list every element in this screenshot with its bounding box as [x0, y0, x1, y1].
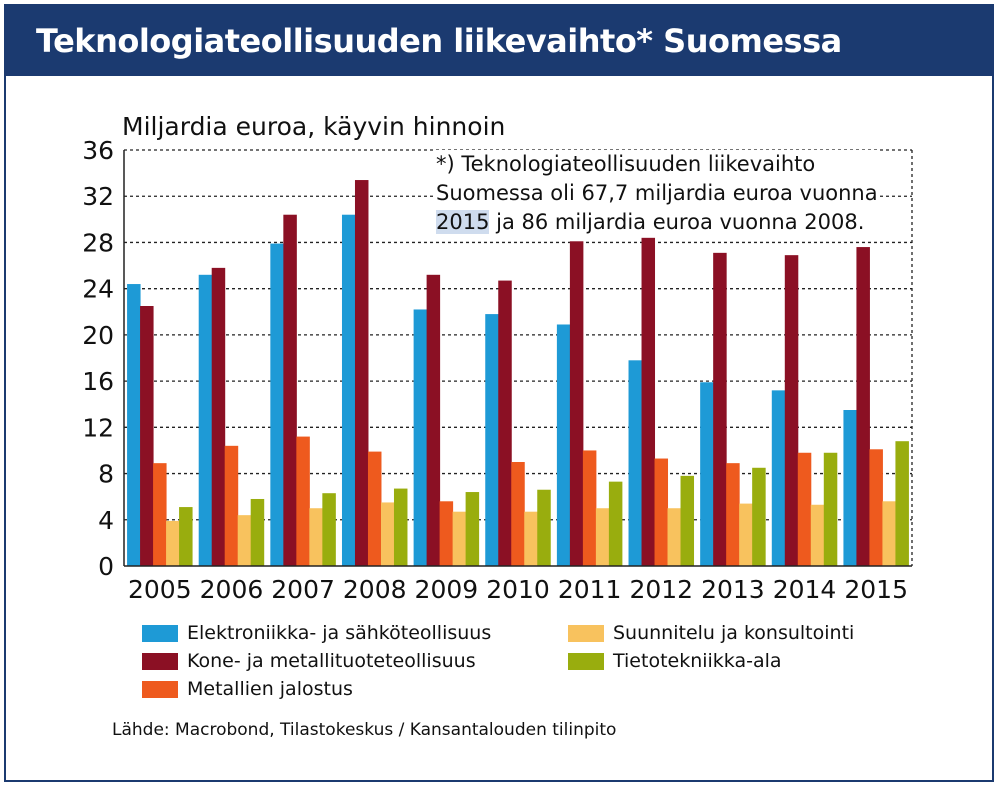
bar-2010-1: [485, 314, 499, 566]
bar-2007-3: [296, 436, 310, 566]
bar-2008-2: [354, 180, 369, 567]
footnote-box: *) Teknologiateollisuuden liikevaihto Su…: [436, 150, 878, 237]
bar-2013-1: [700, 382, 714, 566]
x-tick-label: 2011: [558, 575, 622, 604]
header-bar: Teknologiateollisuuden liikevaihto* Suom…: [6, 6, 992, 76]
bar-2006-4: [237, 515, 252, 566]
y-axis-label: Miljardia euroa, käyvin hinnoin: [122, 112, 506, 141]
x-tick-label: 2010: [486, 575, 550, 604]
bar-2005-4: [166, 520, 180, 566]
bar-2013-2: [713, 252, 727, 566]
bar-2011-5: [608, 481, 623, 566]
chart-frame: Teknologiateollisuuden liikevaihto* Suom…: [4, 4, 994, 782]
chart-title: Teknologiateollisuuden liikevaihto* Suom…: [36, 22, 842, 60]
x-tick-label: 2012: [629, 575, 693, 604]
bar-2005-5: [179, 507, 193, 566]
bar-2012-3: [654, 458, 669, 566]
x-tick-label: 2014: [773, 575, 837, 604]
bar-2006-3: [224, 445, 239, 566]
bar-2007-1: [270, 243, 284, 566]
y-tick-label: 12: [82, 413, 114, 442]
y-tick-label: 28: [82, 228, 114, 257]
bar-2013-5: [752, 467, 766, 566]
bar-2013-3: [726, 463, 740, 566]
footnote-line-1: *) Teknologiateollisuuden liikevaihto: [436, 152, 816, 176]
y-tick-label: 32: [82, 182, 114, 211]
bar-2010-3: [511, 462, 525, 566]
bar-2011-3: [582, 450, 597, 566]
y-tick-label: 0: [98, 552, 114, 581]
x-tick-label: 2008: [343, 575, 407, 604]
bar-2014-4: [810, 504, 825, 566]
bar-2008-1: [341, 214, 356, 566]
bar-2005-1: [127, 284, 141, 566]
bar-2007-2: [283, 214, 297, 566]
bar-2015-5: [895, 441, 909, 566]
y-tick-label: 20: [82, 321, 114, 350]
bar-2011-1: [556, 324, 571, 566]
bar-2009-2: [426, 274, 441, 566]
bar-2014-1: [771, 390, 786, 566]
source-text: Lähde: Macrobond, Tilastokeskus / Kansan…: [112, 720, 617, 740]
bar-2012-4: [667, 508, 682, 566]
bar-2014-3: [797, 452, 812, 566]
footnote-highlight: 2015: [436, 210, 490, 234]
bar-2006-1: [198, 274, 213, 566]
bar-2014-2: [784, 255, 799, 566]
bar-2012-2: [641, 237, 656, 567]
y-tick-label: 36: [82, 136, 114, 165]
bar-2007-4: [309, 508, 323, 566]
bar-2013-4: [739, 503, 753, 566]
x-tick-label: 2009: [415, 575, 479, 604]
bar-2010-5: [537, 489, 551, 566]
y-tick-label: 24: [82, 275, 114, 304]
bar-2015-2: [856, 247, 870, 567]
bar-2010-2: [498, 280, 512, 566]
bar-2011-4: [595, 508, 610, 566]
bar-2009-4: [452, 511, 467, 566]
bar-2015-1: [843, 410, 857, 566]
x-tick-label: 2006: [200, 575, 264, 604]
bar-2005-2: [140, 306, 154, 566]
bar-2009-3: [439, 501, 454, 566]
bar-2009-1: [413, 309, 428, 566]
bar-2008-3: [367, 451, 382, 566]
bar-2007-5: [322, 493, 336, 566]
bar-2011-2: [569, 241, 584, 567]
x-tick-label: 2015: [844, 575, 908, 604]
footnote-line-3-rest: ja 86 miljardia euroa vuonna 2008.: [489, 210, 865, 234]
bar-2014-5: [823, 452, 838, 566]
bar-2009-5: [465, 492, 480, 566]
bar-2006-2: [211, 267, 226, 566]
bar-2015-4: [882, 501, 896, 566]
y-tick-label: 16: [82, 367, 114, 396]
bar-2010-4: [524, 511, 538, 566]
x-tick-label: 2013: [701, 575, 765, 604]
y-tick-label: 8: [98, 460, 114, 489]
bar-2008-5: [393, 488, 408, 566]
x-tick-label: 2005: [128, 575, 192, 604]
x-tick-label: 2007: [271, 575, 335, 604]
y-tick-label: 4: [98, 506, 114, 535]
bar-2015-3: [869, 449, 883, 566]
bar-2005-3: [153, 463, 167, 566]
bar-2012-5: [680, 475, 695, 566]
bar-2012-1: [628, 360, 643, 566]
bar-2008-4: [380, 502, 395, 566]
footnote-line-2: Suomessa oli 67,7 miljardia euroa vuonna: [436, 181, 878, 205]
bar-2006-5: [250, 498, 265, 566]
footnote-line-3: 2015 ja 86 miljardia euroa vuonna 2008.: [436, 208, 878, 237]
